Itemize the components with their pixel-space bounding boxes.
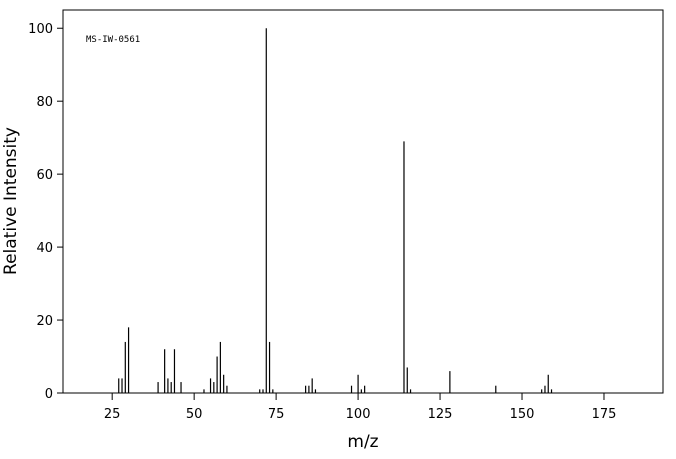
y-tick-label: 60 [36, 168, 53, 183]
y-axis-label: Relative Intensity [1, 127, 21, 275]
x-tick-label: 175 [592, 407, 617, 422]
y-tick-label: 80 [36, 95, 53, 110]
x-tick-label: 50 [186, 407, 203, 422]
x-tick-label: 100 [346, 407, 371, 422]
annotation: MS-IW-0561 [86, 35, 140, 45]
x-tick-label: 75 [268, 407, 285, 422]
x-axis-label: m/z [347, 432, 378, 452]
x-tick-label: 125 [428, 407, 453, 422]
y-tick-label: 20 [36, 314, 53, 329]
x-tick-label: 25 [104, 407, 121, 422]
y-tick-label: 0 [45, 387, 53, 402]
plot-frame [62, 9, 664, 394]
y-tick-label: 100 [28, 22, 53, 37]
y-tick-label: 40 [36, 241, 53, 256]
x-tick-label: 150 [510, 407, 535, 422]
